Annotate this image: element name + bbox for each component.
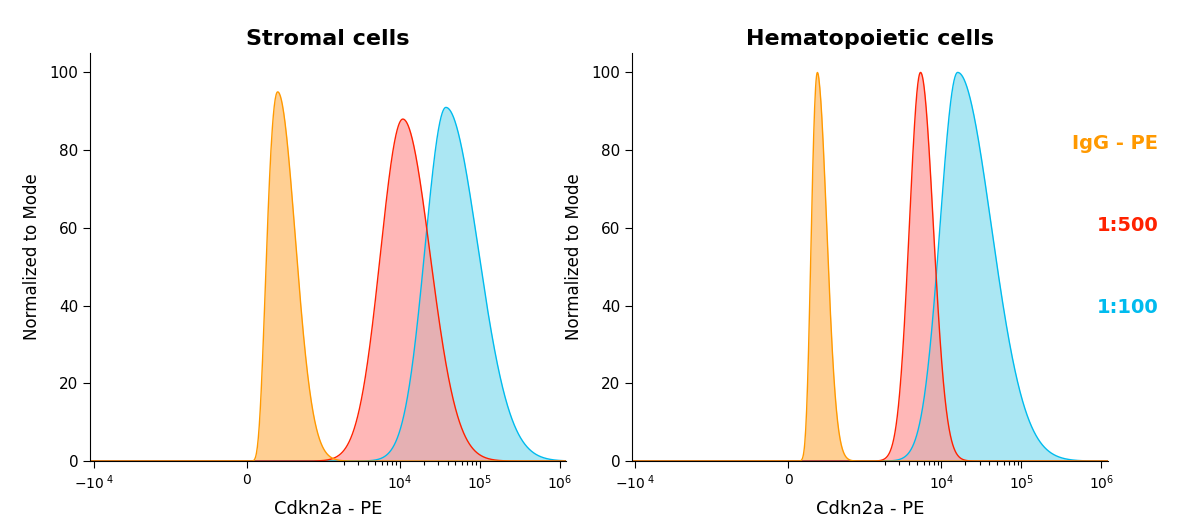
Y-axis label: Normalized to Mode: Normalized to Mode — [23, 174, 41, 340]
Text: IgG - PE: IgG - PE — [1073, 134, 1158, 153]
Text: 1:500: 1:500 — [1097, 216, 1158, 235]
Title: Hematopoietic cells: Hematopoietic cells — [746, 29, 993, 49]
Text: 1:100: 1:100 — [1097, 298, 1158, 317]
Y-axis label: Normalized to Mode: Normalized to Mode — [565, 174, 583, 340]
Title: Stromal cells: Stromal cells — [247, 29, 409, 49]
X-axis label: Cdkn2a - PE: Cdkn2a - PE — [273, 500, 383, 518]
X-axis label: Cdkn2a - PE: Cdkn2a - PE — [815, 500, 925, 518]
